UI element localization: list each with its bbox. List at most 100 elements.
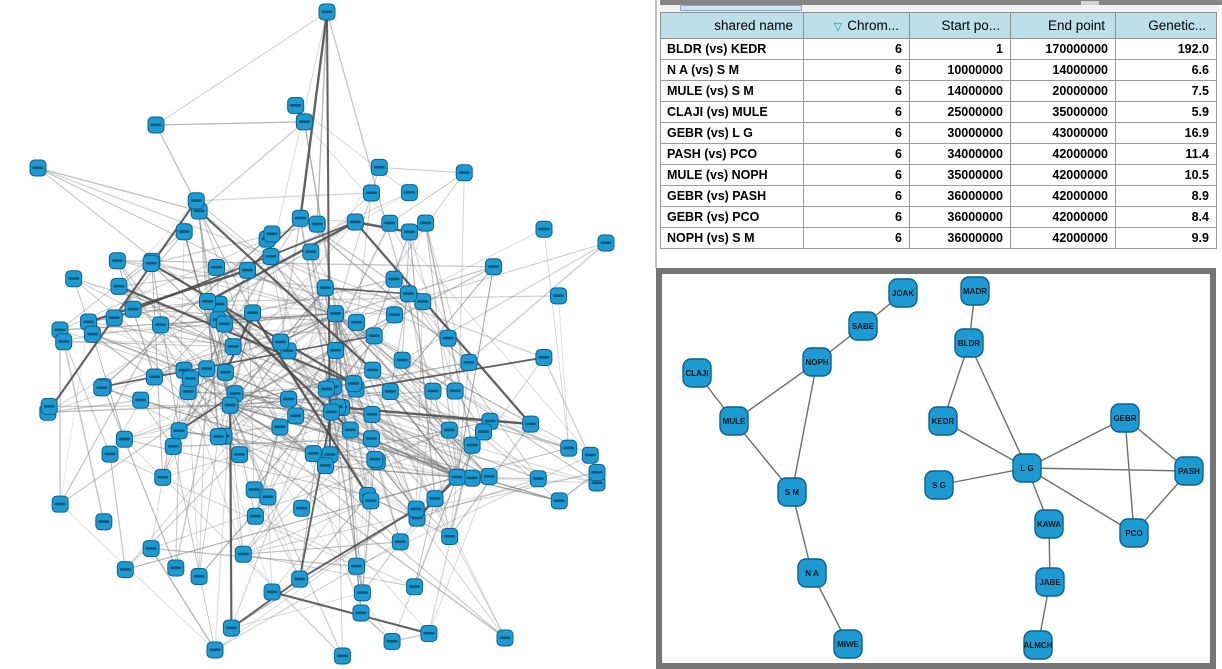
network-node[interactable]: [108, 252, 126, 270]
cell-shared-name[interactable]: PASH (vs) PCO: [660, 143, 804, 165]
network-node[interactable]: [417, 214, 435, 232]
network-node[interactable]: [246, 507, 264, 525]
network-node[interactable]: [110, 277, 128, 295]
cell-value[interactable]: 8.9: [1115, 185, 1217, 207]
network-node[interactable]: GEBR: [1110, 403, 1140, 433]
network-edge[interactable]: [1026, 467, 1135, 534]
network-node[interactable]: [401, 223, 419, 241]
cell-value[interactable]: 6: [803, 164, 910, 186]
network-node[interactable]: [263, 225, 281, 243]
network-node[interactable]: [385, 270, 403, 288]
network-node[interactable]: SABE: [848, 311, 878, 341]
cell-value[interactable]: 42000000: [1010, 206, 1116, 228]
cell-value[interactable]: 42000000: [1010, 143, 1116, 165]
network-node[interactable]: [386, 306, 404, 324]
horizontal-scrollbar[interactable]: [660, 5, 1219, 12]
network-node[interactable]: KAWA: [1034, 509, 1064, 539]
network-node[interactable]: [224, 338, 242, 356]
network-node[interactable]: [393, 351, 411, 369]
cell-value[interactable]: 6: [803, 206, 910, 228]
network-node[interactable]: CLAJI: [682, 358, 712, 388]
network-node[interactable]: [341, 421, 359, 439]
network-node[interactable]: [239, 261, 257, 279]
network-node[interactable]: [560, 439, 578, 457]
cell-value[interactable]: 36000000: [909, 227, 1011, 249]
network-node[interactable]: [588, 463, 606, 481]
network-node[interactable]: [145, 368, 163, 386]
network-node[interactable]: [164, 438, 182, 456]
network-node[interactable]: [221, 396, 239, 414]
network-node[interactable]: [362, 492, 380, 510]
network-node[interactable]: NOPH: [802, 347, 832, 377]
network-node[interactable]: [439, 329, 457, 347]
column-header-shared-name[interactable]: shared name: [660, 12, 804, 39]
network-node[interactable]: MULE: [719, 406, 749, 436]
network-node[interactable]: [463, 436, 481, 454]
network-node[interactable]: [529, 470, 547, 488]
network-node[interactable]: [147, 116, 165, 134]
network-node[interactable]: [441, 527, 459, 545]
table-row[interactable]: PASH (vs) PCO 6 34000000 42000000 11.4: [660, 143, 1217, 165]
network-node[interactable]: [480, 467, 498, 485]
network-node[interactable]: PCO: [1119, 518, 1149, 548]
network-node[interactable]: [308, 215, 326, 233]
cell-value[interactable]: 36000000: [909, 206, 1011, 228]
network-node[interactable]: [448, 468, 466, 486]
column-header-endpoint[interactable]: End point: [1010, 12, 1116, 39]
network-edge[interactable]: [968, 342, 1028, 469]
filter-icon[interactable]: ▽: [833, 21, 843, 33]
table-row[interactable]: N A (vs) S M 6 10000000 14000000 6.6: [660, 59, 1217, 81]
network-node[interactable]: [484, 258, 502, 276]
network-node[interactable]: [333, 647, 351, 665]
network-node[interactable]: S M: [777, 477, 807, 507]
network-node[interactable]: [399, 285, 417, 303]
cell-shared-name[interactable]: NOPH (vs) S M: [660, 227, 804, 249]
network-node[interactable]: [291, 570, 309, 588]
network-node[interactable]: [496, 629, 514, 647]
network-node[interactable]: [348, 313, 366, 331]
network-node[interactable]: [327, 305, 345, 323]
table-row[interactable]: BLDR (vs) KEDR 6 1 170000000 192.0: [660, 38, 1217, 60]
network-node[interactable]: [365, 327, 383, 345]
network-node[interactable]: [124, 300, 142, 318]
network-node[interactable]: [259, 488, 277, 506]
network-node[interactable]: S G: [924, 470, 954, 500]
network-node[interactable]: [446, 382, 464, 400]
network-node[interactable]: [83, 325, 101, 343]
cell-shared-name[interactable]: GEBR (vs) L G: [660, 122, 804, 144]
network-node[interactable]: [550, 492, 568, 510]
cell-value[interactable]: 42000000: [1010, 164, 1116, 186]
network-node[interactable]: [455, 164, 473, 182]
network-node[interactable]: JOAK: [888, 278, 918, 308]
network-node[interactable]: [209, 428, 227, 446]
network-node[interactable]: [414, 293, 432, 311]
network-node[interactable]: [216, 363, 234, 381]
network-node[interactable]: [322, 403, 340, 421]
cell-value[interactable]: 6: [803, 80, 910, 102]
network-node[interactable]: MIWE: [833, 629, 863, 659]
network-node[interactable]: KEDR: [928, 406, 958, 436]
network-node[interactable]: [440, 421, 458, 439]
network-node[interactable]: [51, 495, 69, 513]
selected-network-canvas[interactable]: JOAK SABE NOPH CLAJI MULE S M N A MIWE MADR BLDR K…: [662, 274, 1210, 663]
cell-value[interactable]: 36000000: [909, 185, 1011, 207]
table-row[interactable]: GEBR (vs) PCO 6 36000000 42000000 8.4: [660, 206, 1217, 228]
cell-value[interactable]: 35000000: [909, 164, 1011, 186]
network-node[interactable]: MADR: [960, 276, 990, 306]
cell-shared-name[interactable]: N A (vs) S M: [660, 59, 804, 81]
network-node[interactable]: [29, 159, 47, 177]
cell-value[interactable]: 8.4: [1115, 206, 1217, 228]
cell-value[interactable]: 1: [909, 38, 1011, 60]
table-row[interactable]: MULE (vs) S M 6 14000000 20000000 7.5: [660, 80, 1217, 102]
network-node[interactable]: [287, 407, 305, 425]
table-row[interactable]: GEBR (vs) L G 6 30000000 43000000 16.9: [660, 122, 1217, 144]
column-header-genetic[interactable]: Genetic...: [1115, 12, 1217, 39]
cell-value[interactable]: 6: [803, 185, 910, 207]
network-node[interactable]: [295, 113, 313, 131]
network-node[interactable]: [549, 287, 567, 305]
cell-shared-name[interactable]: GEBR (vs) PCO: [660, 206, 804, 228]
network-node[interactable]: [362, 184, 380, 202]
network-node[interactable]: [190, 567, 208, 585]
network-node[interactable]: [262, 247, 280, 265]
network-node[interactable]: [348, 557, 366, 575]
